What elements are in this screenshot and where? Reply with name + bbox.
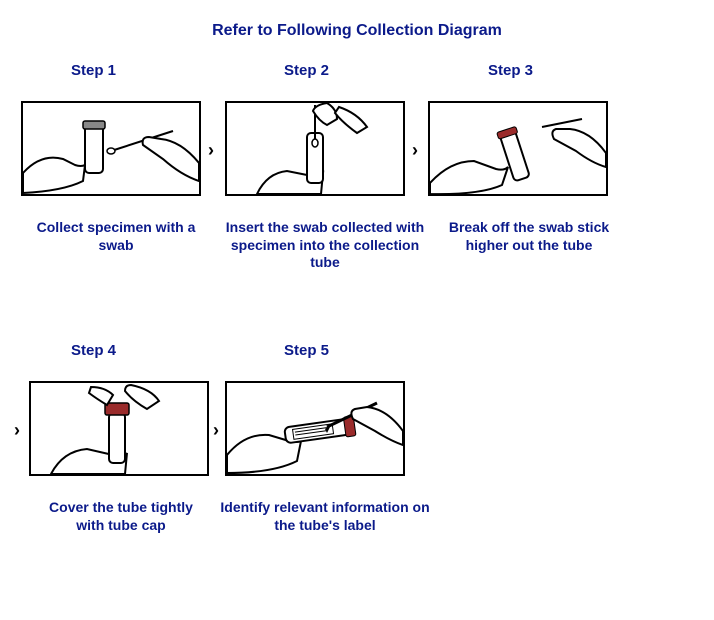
- step-caption-4: Cover the tube tightly with tube cap: [36, 499, 206, 534]
- arrow-4: ›: [213, 420, 219, 441]
- step-label-3: Step 3: [488, 62, 533, 79]
- tube-label-icon: [227, 383, 403, 474]
- step-panel-2: [225, 101, 405, 196]
- step-label-4: Step 4: [71, 342, 116, 359]
- step-caption-1: Collect specimen with a swab: [36, 219, 196, 254]
- step-label-1: Step 1: [71, 62, 116, 79]
- step-panel-4: [29, 381, 209, 476]
- step-caption-3: Break off the swab stick higher out the …: [434, 219, 624, 254]
- step-panel-3: [428, 101, 608, 196]
- arrow-3: ›: [14, 420, 20, 441]
- arrow-1: ›: [208, 140, 214, 161]
- step-caption-2: Insert the swab collected with specimen …: [225, 219, 425, 272]
- swab-collect-icon: [23, 103, 199, 194]
- swab-insert-icon: [227, 103, 403, 194]
- step-panel-1: [21, 101, 201, 196]
- step-caption-5: Identify relevant information on the tub…: [215, 499, 435, 534]
- diagram-title: Refer to Following Collection Diagram: [0, 22, 714, 40]
- step-label-5: Step 5: [284, 342, 329, 359]
- step-panel-5: [225, 381, 405, 476]
- step-label-2: Step 2: [284, 62, 329, 79]
- tube-cap-icon: [31, 383, 207, 474]
- swab-break-icon: [430, 103, 606, 194]
- arrow-2: ›: [412, 140, 418, 161]
